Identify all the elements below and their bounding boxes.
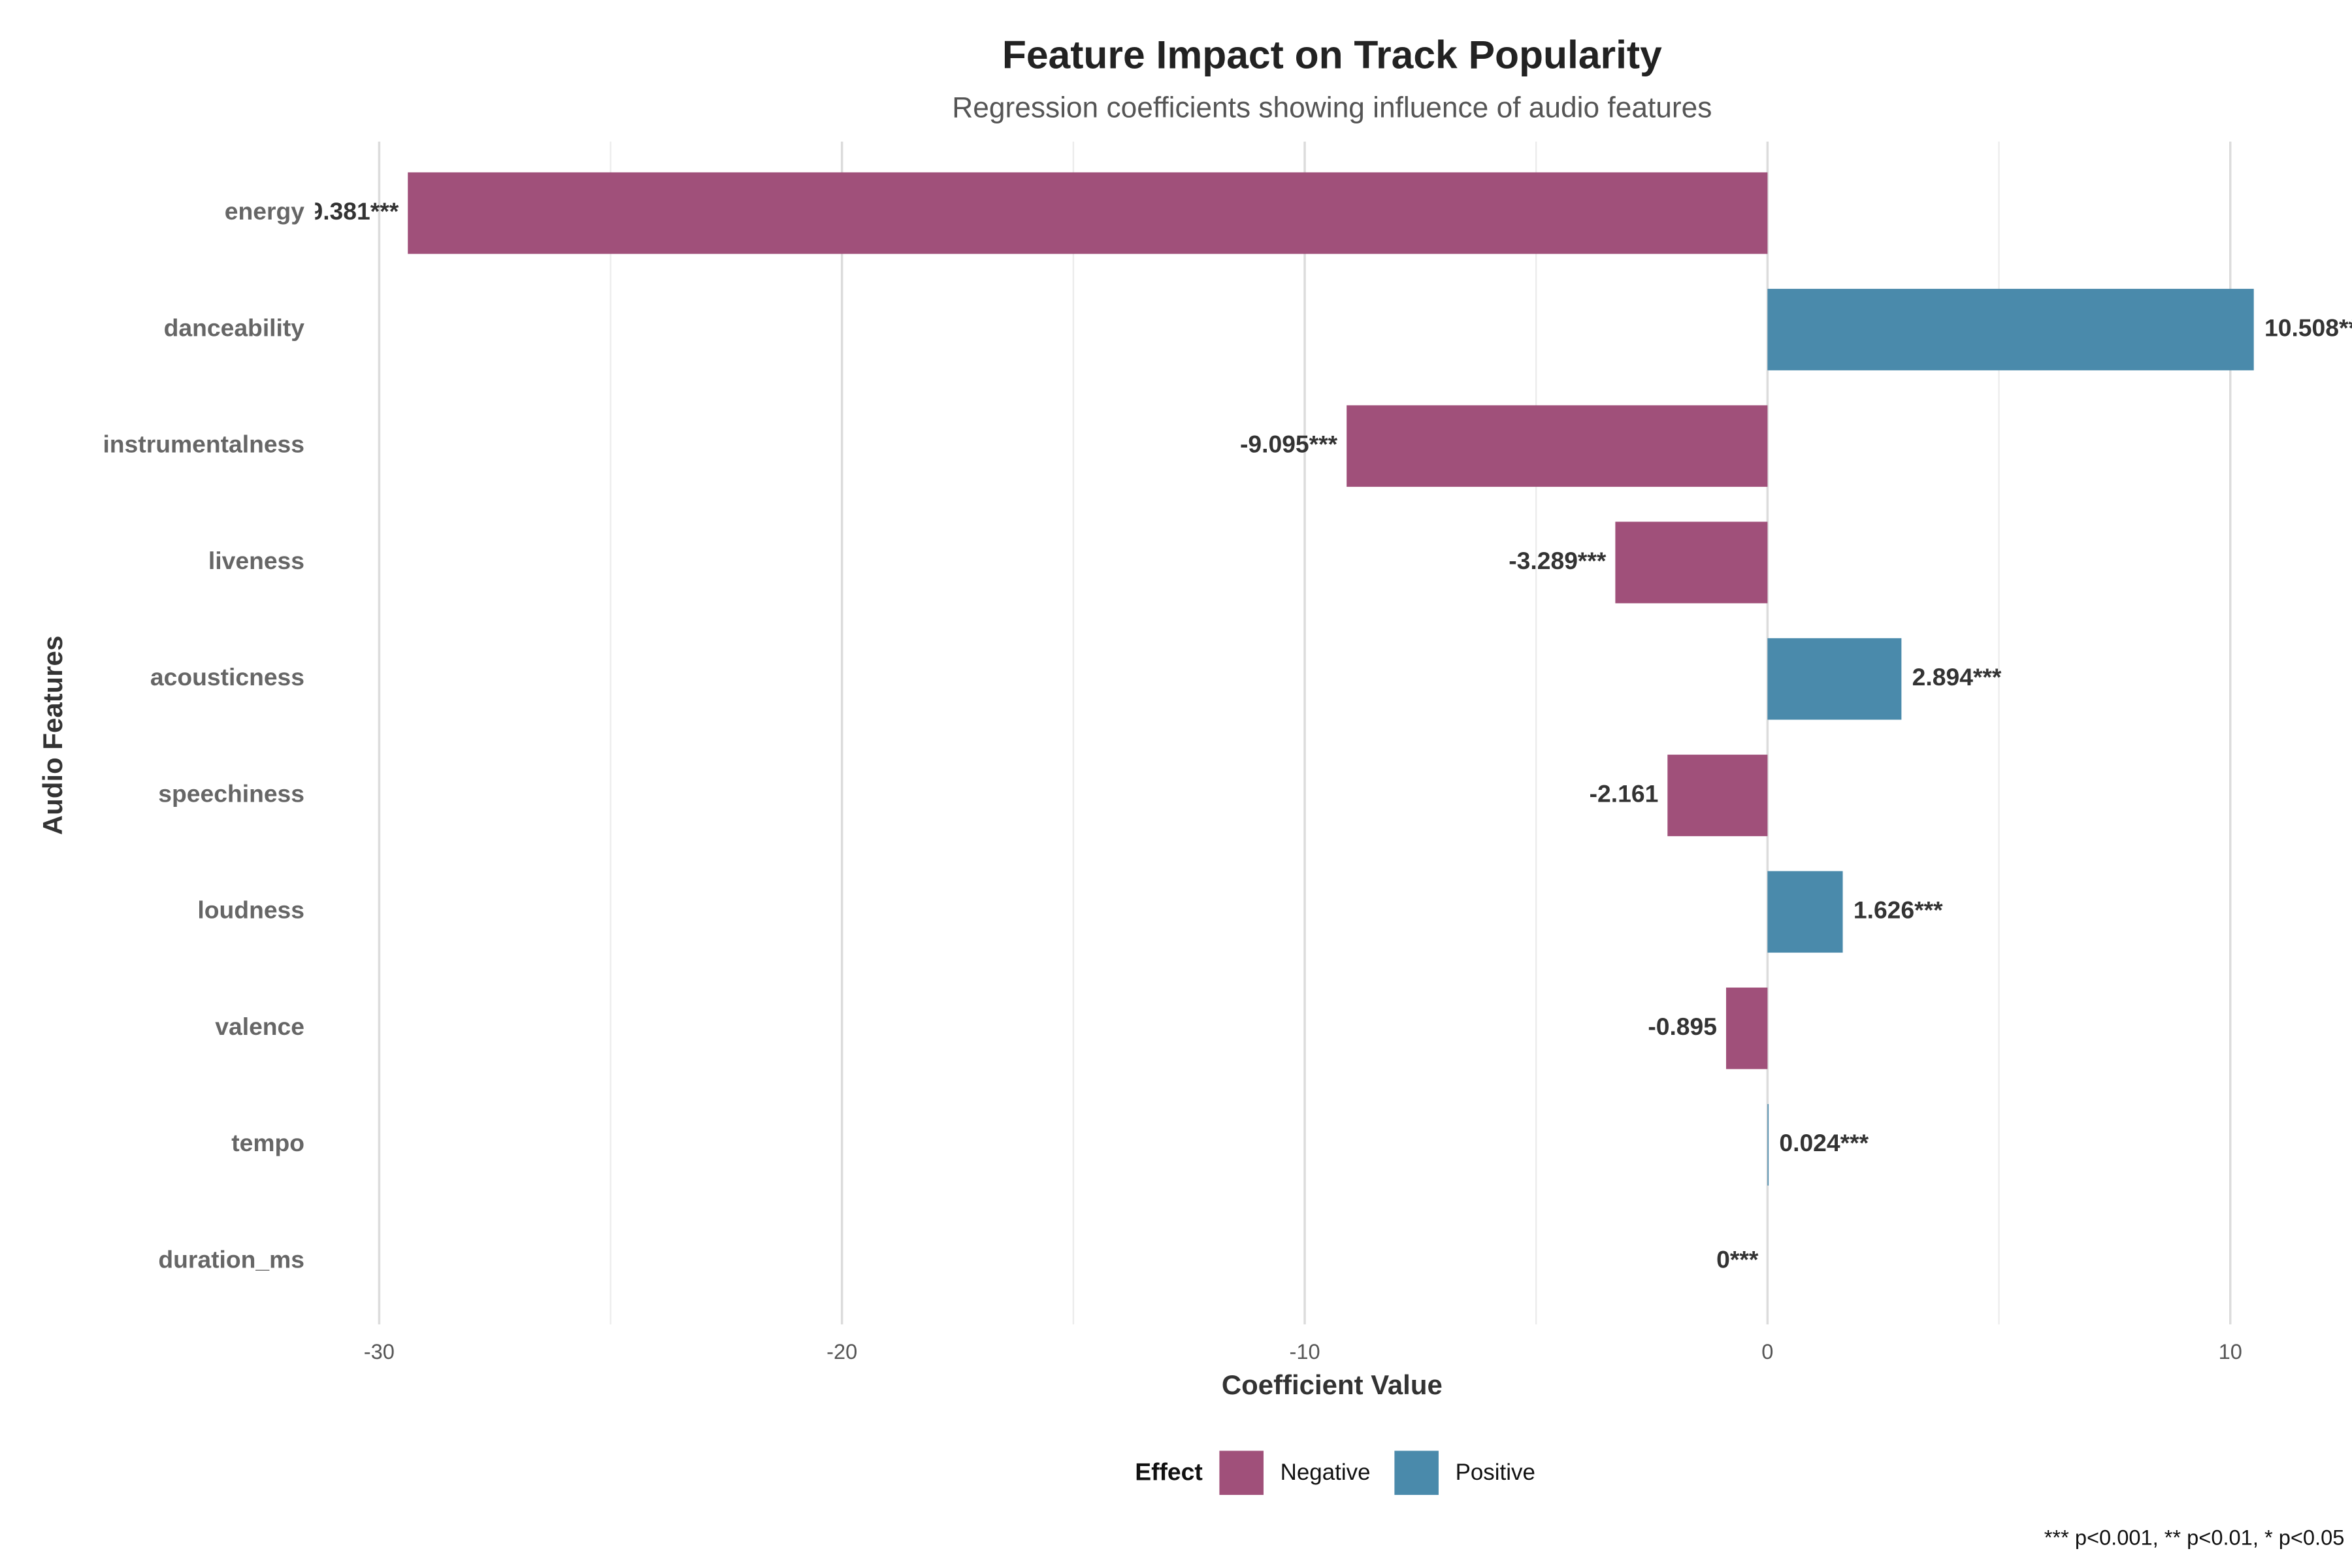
x-axis-title: Coefficient Value xyxy=(1222,1369,1443,1400)
value-label: 10.508*** xyxy=(2264,314,2352,341)
bar xyxy=(408,172,1768,254)
bar xyxy=(1667,755,1768,836)
value-label: -9.095*** xyxy=(1240,431,1338,458)
value-label: 0.024*** xyxy=(1779,1129,1869,1156)
y-tick-label: liveness xyxy=(208,547,304,574)
bar xyxy=(1725,987,1768,1070)
bar xyxy=(1767,289,2254,370)
y-tick-label: speechiness xyxy=(158,779,304,807)
y-tick-label: acousticness xyxy=(150,663,304,691)
chart-title: Feature Impact on Track Popularity xyxy=(1002,33,1662,77)
value-label: 2.894*** xyxy=(1912,663,2002,691)
bar xyxy=(1347,405,1768,487)
bar xyxy=(1767,638,1902,720)
value-label: 1.626*** xyxy=(1854,896,1943,924)
y-tick-label: duration_ms xyxy=(158,1245,304,1273)
legend-title: Effect xyxy=(1135,1458,1203,1485)
y-tick-label: instrumentalness xyxy=(103,431,304,458)
x-tick-label: -30 xyxy=(364,1339,395,1364)
bar xyxy=(1767,1103,1769,1186)
bar xyxy=(1767,871,1843,953)
y-tick-label: energy xyxy=(225,197,304,225)
y-axis-title: Audio Features xyxy=(37,636,68,835)
legend-label: Positive xyxy=(1456,1460,1535,1485)
value-label: -0.895 xyxy=(1648,1013,1717,1040)
bar xyxy=(1615,521,1768,604)
x-tick-label: -20 xyxy=(826,1339,857,1364)
value-label: -29.381*** xyxy=(287,197,399,225)
value-labels: -29.381*** 10.508*** -9.095*** -3.289*** 2.8… xyxy=(287,197,2352,1273)
chart-subtitle: Regression coefficients showing influenc… xyxy=(952,91,1712,123)
value-label: -3.289*** xyxy=(1509,547,1607,574)
y-tick-label: valence xyxy=(215,1013,304,1040)
y-tick-label: danceability xyxy=(164,314,305,341)
legend-swatch xyxy=(1219,1450,1264,1495)
legend-swatch xyxy=(1394,1450,1439,1495)
x-tick-label: -10 xyxy=(1289,1339,1320,1364)
x-tick-label: 10 xyxy=(2219,1339,2242,1364)
value-label: 0*** xyxy=(1716,1245,1759,1273)
value-label: -2.161 xyxy=(1590,779,1659,807)
y-tick-label: loudness xyxy=(197,896,304,924)
x-tick-label: 0 xyxy=(1761,1339,1773,1364)
footnote: *** p<0.001, ** p<0.01, * p<0.05 xyxy=(2044,1525,2345,1549)
y-tick-label: tempo xyxy=(231,1129,304,1156)
legend-label: Negative xyxy=(1281,1460,1371,1485)
